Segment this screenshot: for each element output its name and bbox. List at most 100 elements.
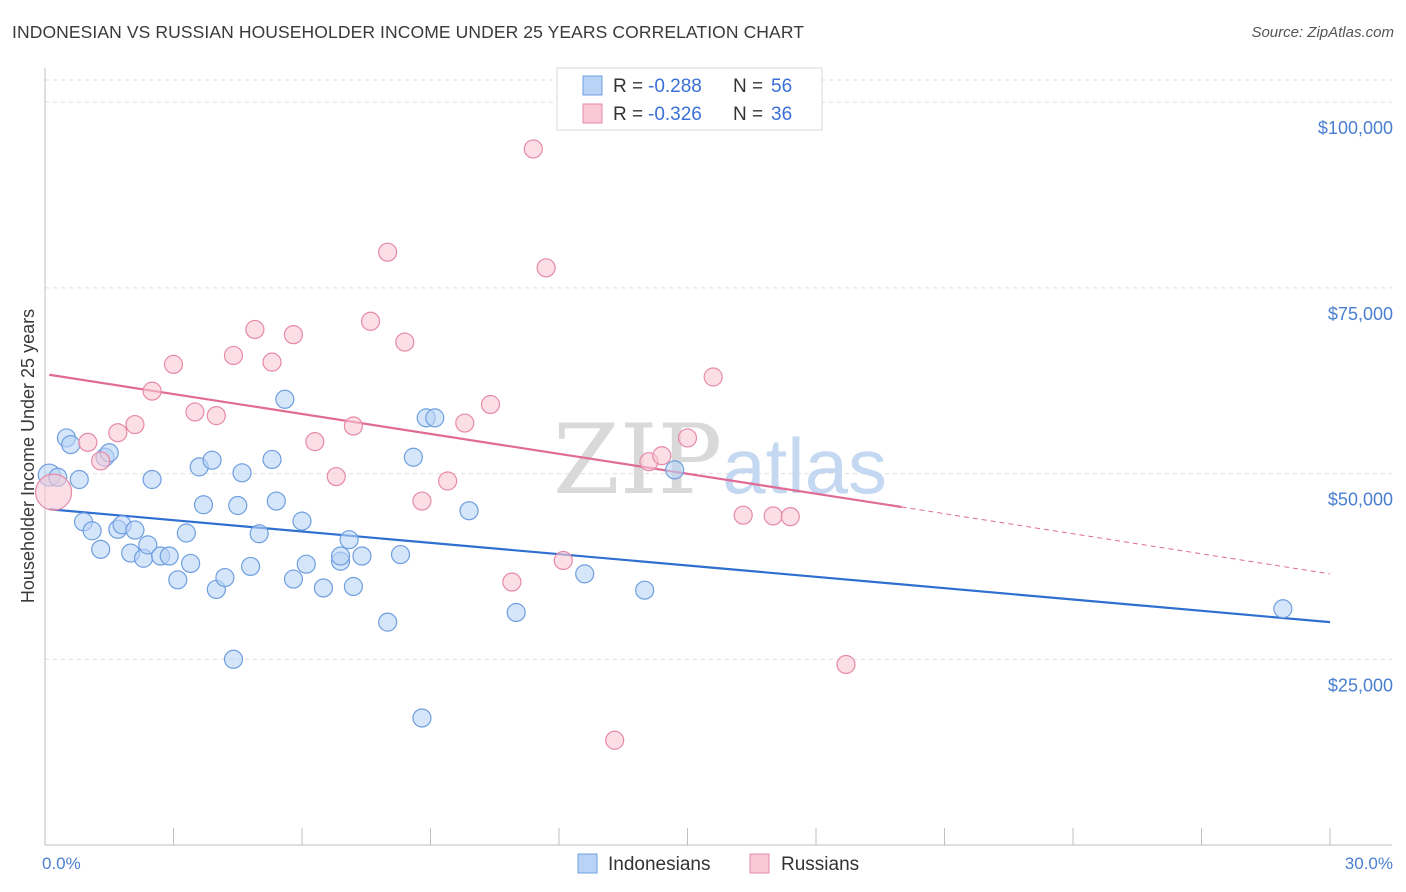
point-indonesians: [176, 523, 196, 543]
point-indonesians: [635, 580, 655, 600]
point-russians: [185, 402, 205, 422]
point-indonesians: [665, 460, 685, 480]
watermark: ZIPatlas: [553, 404, 887, 516]
trend-line-extension-russians: [901, 506, 1331, 575]
point-indonesians: [313, 578, 334, 598]
x-tick-label: 0.0%: [42, 854, 81, 873]
y-tick-label: $25,000: [1328, 675, 1393, 695]
legend-r-value: -0.288: [648, 76, 702, 97]
point-indonesians: [159, 546, 179, 566]
x-tick-label: 30.0%: [1345, 854, 1393, 873]
y-axis-label: Householder Income Under 25 years: [18, 309, 38, 603]
legend-n-label: N =: [733, 76, 763, 97]
point-russians: [262, 352, 282, 372]
legend-bottom: Indonesians Russians: [577, 853, 859, 875]
point-indonesians: [215, 567, 235, 588]
point-indonesians: [403, 447, 423, 467]
point-indonesians: [412, 708, 432, 728]
point-indonesians: [223, 649, 244, 669]
chart-source: Source: ZipAtlas.com: [1251, 24, 1394, 41]
point-russians: [412, 491, 432, 511]
point-indonesians: [330, 546, 351, 566]
legend-n-value: 36: [771, 104, 792, 125]
point-indonesians: [232, 463, 252, 483]
point-russians: [605, 730, 625, 750]
legend-bottom-label-indonesians: Indonesians: [608, 854, 710, 875]
point-indonesians: [249, 524, 269, 544]
legend-bottom-swatch-indonesians: [577, 853, 598, 874]
point-russians: [326, 466, 346, 487]
point-indonesians: [352, 546, 372, 566]
point-russians: [360, 311, 381, 331]
point-russians: [91, 451, 111, 471]
point-indonesians: [181, 553, 201, 574]
point-indonesians: [69, 469, 89, 490]
point-russians: [163, 354, 184, 374]
point-indonesians: [296, 554, 316, 574]
legend-swatch-russians: [582, 103, 603, 124]
point-indonesians: [262, 449, 282, 470]
legend-top: R = -0.288 N = 56 R = -0.326 N = 36: [556, 67, 823, 131]
point-russians: [763, 506, 783, 526]
point-russians: [305, 432, 325, 452]
point-indonesians: [82, 521, 102, 541]
point-russians: [780, 507, 800, 527]
y-tick-label: $50,000: [1328, 490, 1393, 510]
y-tick-label: $75,000: [1328, 304, 1393, 324]
point-russians: [283, 325, 304, 345]
point-russians: [523, 139, 543, 159]
point-russians: [245, 319, 265, 340]
point-russians: [455, 413, 475, 433]
point-russians: [536, 258, 556, 278]
x-tick-labels: 0.0% 30.0%: [42, 854, 1393, 873]
legend-n-value: 56: [771, 76, 792, 97]
legend-r-value: -0.326: [648, 104, 702, 125]
point-indonesians: [1273, 599, 1293, 619]
trend-line-russians: [49, 373, 902, 509]
point-indonesians: [339, 530, 359, 550]
y-tick-label: $100,000: [1318, 118, 1393, 138]
point-indonesians: [575, 564, 595, 584]
point-indonesians: [343, 576, 363, 597]
point-indonesians: [459, 501, 479, 521]
point-indonesians: [506, 602, 526, 623]
point-indonesians: [241, 556, 261, 577]
point-indonesians: [390, 544, 411, 565]
point-russians: [502, 572, 522, 592]
point-russians: [78, 432, 98, 452]
legend-r-label: R =: [613, 104, 643, 125]
legend-n-label: N =: [733, 104, 763, 125]
point-indonesians: [202, 450, 222, 470]
point-russians: [703, 367, 723, 387]
point-russians: [553, 550, 573, 571]
point-russians: [108, 423, 128, 443]
chart-title: INDONESIAN VS RUSSIAN HOUSEHOLDER INCOME…: [12, 22, 805, 42]
point-russians: [34, 473, 73, 511]
point-indonesians: [138, 535, 158, 555]
point-russians: [438, 471, 458, 491]
point-indonesians: [193, 495, 214, 515]
point-indonesians: [228, 495, 248, 516]
point-indonesians: [61, 435, 81, 455]
legend-r-label: R =: [613, 76, 643, 97]
point-russians: [343, 416, 363, 436]
data-points: [34, 139, 1293, 750]
point-indonesians: [142, 469, 162, 490]
point-indonesians: [275, 389, 295, 409]
point-indonesians: [378, 612, 398, 632]
point-indonesians: [425, 408, 445, 428]
point-russians: [378, 242, 398, 262]
point-russians: [125, 414, 145, 435]
point-russians: [677, 428, 698, 448]
point-russians: [223, 345, 244, 366]
point-russians: [206, 406, 226, 426]
point-indonesians: [283, 569, 304, 589]
point-indonesians: [125, 520, 145, 540]
point-russians: [395, 332, 415, 352]
legend-bottom-swatch-russians: [749, 853, 770, 874]
point-indonesians: [91, 539, 111, 559]
point-russians: [652, 446, 672, 466]
legend-swatch-indonesians: [582, 75, 603, 96]
point-russians: [480, 394, 501, 415]
